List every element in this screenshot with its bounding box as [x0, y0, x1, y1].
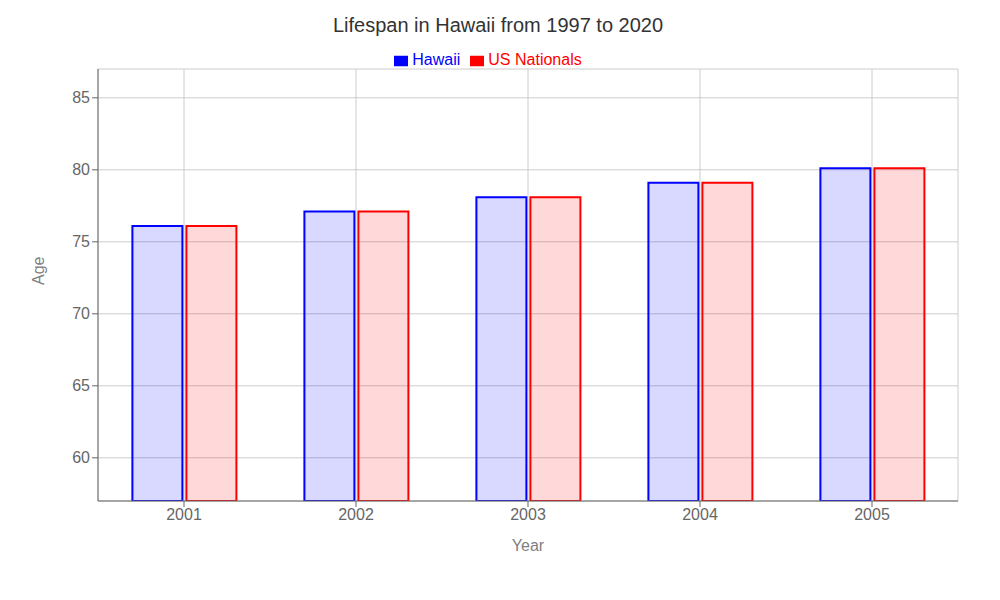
svg-text:75: 75 — [72, 233, 90, 250]
svg-text:Year: Year — [512, 537, 545, 554]
html-text:Lifespan in Hawaii from 1997 t: Lifespan in Hawaii from 1997 to 2020 — [332, 14, 664, 36]
svg-text:2001: 2001 — [166, 506, 202, 523]
svg-text:60: 60 — [72, 449, 90, 466]
svg-text:2005: 2005 — [854, 506, 890, 523]
html-text:US Nationals: US Nationals — [488, 51, 582, 68]
svg-text:Age: Age — [30, 256, 47, 285]
svg-text:70: 70 — [72, 305, 90, 322]
svg-text:2004: 2004 — [682, 506, 718, 523]
svg-text:65: 65 — [72, 377, 90, 394]
svg-text:80: 80 — [72, 161, 90, 178]
svg-text:2002: 2002 — [338, 506, 374, 523]
svg-text:2003: 2003 — [510, 506, 546, 523]
svg-text:85: 85 — [72, 89, 90, 106]
html-text:Hawaii: Hawaii — [412, 51, 461, 68]
